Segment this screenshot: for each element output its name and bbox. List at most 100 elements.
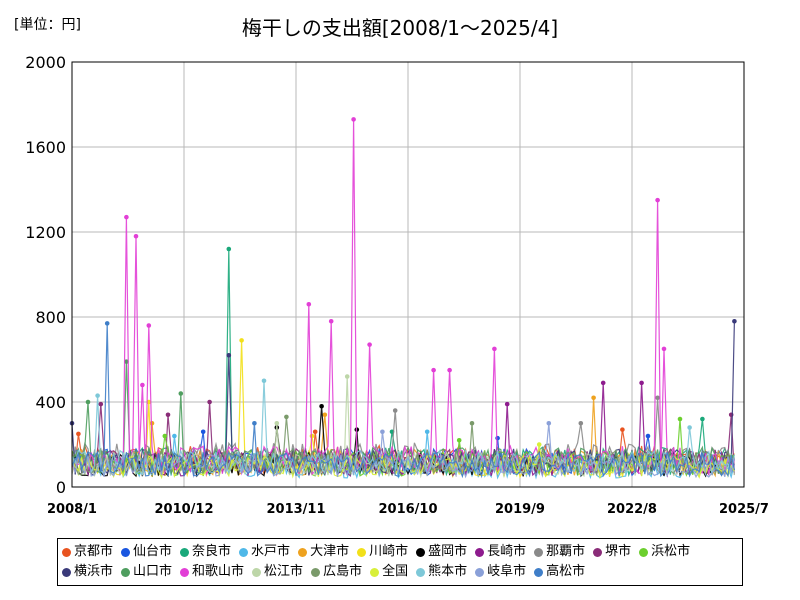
- x-tick-label: 2019/9: [495, 502, 545, 517]
- legend-item: 大津市: [298, 542, 349, 562]
- peak-point: [95, 393, 100, 398]
- peak-point: [456, 437, 462, 443]
- peak-point: [322, 412, 328, 418]
- series-line: [71, 323, 735, 479]
- legend-marker-icon: [475, 547, 485, 557]
- legend-label: 堺市: [605, 544, 632, 559]
- peak-point: [600, 380, 606, 386]
- peak-point: [655, 395, 660, 401]
- peak-point: [677, 416, 683, 422]
- legend-marker-icon: [62, 567, 71, 577]
- legend-item: 仙台市: [121, 542, 172, 562]
- legend-label: 横浜市: [74, 564, 114, 579]
- legend-label: 山口市: [133, 564, 173, 579]
- legend-item: 水戸市: [239, 542, 290, 562]
- peak-point: [284, 414, 289, 420]
- legend-marker-icon: [180, 547, 190, 557]
- legend-marker-icon: [239, 547, 249, 557]
- peak-point: [431, 367, 436, 373]
- peak-point: [655, 197, 660, 203]
- legend-label: 仙台市: [133, 544, 173, 559]
- legend-label: 熊本市: [428, 564, 468, 579]
- legend-marker-icon: [534, 567, 544, 577]
- x-tick-label: 2022/8: [607, 502, 657, 517]
- x-tick-label: 2025/7: [719, 502, 769, 517]
- peak-point: [536, 442, 542, 447]
- peak-point: [306, 301, 312, 307]
- peak-point: [200, 429, 206, 435]
- unit-label: [単位：円]: [14, 17, 81, 33]
- series-line: [71, 248, 735, 478]
- peak-point: [591, 395, 596, 401]
- legend-marker-icon: [298, 547, 308, 557]
- y-tick-label: 400: [35, 393, 66, 412]
- legend-item: 京都市: [62, 542, 113, 562]
- legend-item: 熊本市: [416, 562, 467, 582]
- peak-point: [140, 382, 145, 388]
- legend-label: 大津市: [310, 544, 350, 559]
- legend-item: 奈良市: [180, 542, 231, 562]
- peak-point: [252, 420, 257, 426]
- peak-point: [274, 420, 280, 426]
- legend-marker-icon: [416, 547, 426, 557]
- legend-label: 全国: [382, 564, 409, 579]
- legend-item: 那覇市: [534, 542, 585, 562]
- legend-label: 京都市: [74, 544, 114, 559]
- legend-marker-icon: [416, 567, 426, 577]
- legend-marker-icon: [311, 567, 321, 577]
- peak-point: [162, 433, 168, 439]
- peak-point: [639, 380, 644, 386]
- legend-item: 盛岡市: [416, 542, 467, 562]
- legend-marker-icon: [357, 547, 367, 557]
- peak-point: [312, 429, 318, 435]
- series-line: [71, 119, 735, 477]
- x-tick-label: 2010/12: [154, 502, 213, 517]
- peak-point: [133, 233, 139, 239]
- plot-frame: [71, 61, 745, 488]
- y-tick-label: 1600: [25, 138, 66, 157]
- legend-item: 長崎市: [475, 542, 526, 562]
- peak-point: [620, 427, 625, 432]
- series-layer: [69, 117, 737, 480]
- legend-item: 浜松市: [639, 542, 690, 562]
- peak-point: [447, 367, 452, 373]
- peak-point: [226, 352, 232, 358]
- peak-point: [469, 420, 475, 426]
- peak-point: [239, 338, 244, 343]
- legend-item: 山口市: [121, 562, 172, 582]
- legend-label: 広島市: [323, 564, 363, 579]
- legend-label: 松江市: [264, 564, 304, 579]
- legend-item: 和歌山市: [180, 562, 244, 582]
- peak-point: [546, 420, 552, 426]
- peak-point: [98, 401, 104, 407]
- peak-point: [165, 412, 171, 418]
- peak-point: [319, 403, 324, 409]
- legend-marker-icon: [62, 547, 71, 557]
- legend-label: 那覇市: [546, 544, 586, 559]
- peak-point: [172, 433, 177, 439]
- peak-point: [104, 321, 110, 326]
- x-tick-label: 2016/10: [378, 502, 437, 517]
- peak-point: [578, 420, 584, 426]
- peak-point: [76, 431, 81, 437]
- legend-label: 水戸市: [251, 544, 291, 559]
- peak-point: [504, 401, 510, 407]
- peak-point: [328, 318, 334, 324]
- chart-plot: 0 400 800 1200 1600 2000 2008/1 2010/12 2013/11 2…: [25, 53, 769, 517]
- peak-point: [732, 318, 737, 324]
- legend-item: 全国: [370, 562, 408, 582]
- legend-label: 奈良市: [192, 544, 232, 559]
- legend-marker-icon: [121, 567, 131, 577]
- legend-label: 浜松市: [651, 544, 691, 559]
- legend-marker-icon: [370, 567, 380, 577]
- legend-marker-icon: [180, 567, 190, 577]
- legend-marker-icon: [593, 547, 603, 557]
- y-tick-label: 2000: [25, 53, 66, 72]
- legend-marker-icon: [534, 547, 544, 557]
- x-tick-label: 2008/1: [47, 502, 97, 517]
- peak-point: [351, 117, 356, 122]
- legend-item: 堺市: [593, 542, 631, 562]
- legend-label: 和歌山市: [192, 564, 245, 579]
- legend-item: 岐阜市: [475, 562, 526, 582]
- legend-marker-icon: [121, 547, 131, 557]
